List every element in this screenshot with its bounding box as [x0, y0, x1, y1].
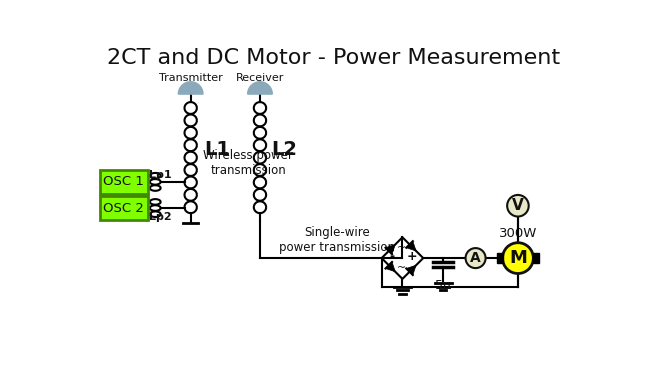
- Text: Transmitter: Transmitter: [159, 73, 222, 83]
- Text: V: V: [512, 198, 524, 213]
- Text: ~: ~: [397, 243, 406, 253]
- Text: Lp1: Lp1: [149, 170, 172, 180]
- Wedge shape: [178, 82, 203, 94]
- Text: OSC 1: OSC 1: [103, 175, 144, 188]
- Circle shape: [507, 195, 528, 217]
- Circle shape: [465, 248, 486, 268]
- Bar: [534, 253, 539, 263]
- Polygon shape: [406, 241, 416, 251]
- Bar: [100, 170, 148, 194]
- Bar: [497, 253, 502, 263]
- Text: A: A: [470, 251, 481, 265]
- Wedge shape: [248, 82, 272, 94]
- Text: ~: ~: [397, 263, 406, 273]
- Polygon shape: [385, 262, 395, 272]
- Text: 2CT and DC Motor - Power Measurement: 2CT and DC Motor - Power Measurement: [107, 48, 560, 68]
- Bar: [100, 196, 148, 220]
- Polygon shape: [406, 265, 416, 275]
- Text: 300W: 300W: [499, 227, 537, 240]
- Circle shape: [502, 243, 533, 273]
- Text: M: M: [509, 249, 527, 267]
- Text: Wireless power
transmission: Wireless power transmission: [203, 149, 293, 177]
- Polygon shape: [385, 244, 395, 254]
- Text: L1: L1: [205, 141, 231, 159]
- Text: +: +: [407, 250, 418, 263]
- Text: L2: L2: [271, 141, 297, 159]
- Text: 5μ: 5μ: [436, 279, 451, 292]
- Text: OSC 2: OSC 2: [103, 201, 144, 215]
- Text: -: -: [390, 250, 395, 263]
- Text: Receiver: Receiver: [236, 73, 284, 83]
- Text: Lp2: Lp2: [149, 212, 172, 222]
- Text: Single-wire
power transmission: Single-wire power transmission: [279, 226, 395, 254]
